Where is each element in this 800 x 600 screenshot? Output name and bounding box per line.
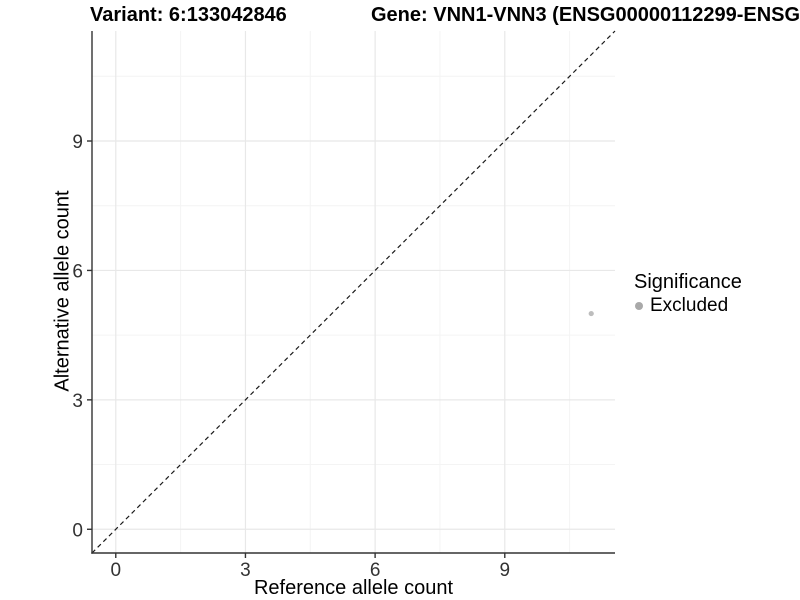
x-tick-label: 6	[370, 560, 381, 581]
gene-title: Gene: VNN1-VNN3 (ENSG00000112299-ENSG	[371, 4, 800, 26]
x-tick-label: 9	[499, 560, 510, 581]
legend-entry-label: Excluded	[650, 295, 729, 316]
x-tick-label: 0	[110, 560, 121, 581]
y-tick-label: 3	[72, 391, 83, 412]
y-tick-label: 9	[72, 132, 83, 153]
y-axis-title: Alternative allele count	[51, 190, 74, 392]
legend: Significance Excluded	[631, 271, 742, 317]
legend-point-icon	[635, 302, 643, 310]
data-point-excluded	[588, 310, 594, 317]
variant-title: Variant: 6:133042846	[90, 4, 287, 26]
legend-title: Significance	[634, 271, 742, 293]
x-axis-title: Reference allele count	[253, 577, 453, 599]
x-tick-label: 3	[240, 560, 251, 581]
identity-reference-line	[91, 30, 616, 554]
legend-entry-excluded: Excluded	[631, 295, 742, 317]
y-tick-label: 0	[72, 520, 83, 541]
y-tick-label: 6	[72, 261, 83, 282]
